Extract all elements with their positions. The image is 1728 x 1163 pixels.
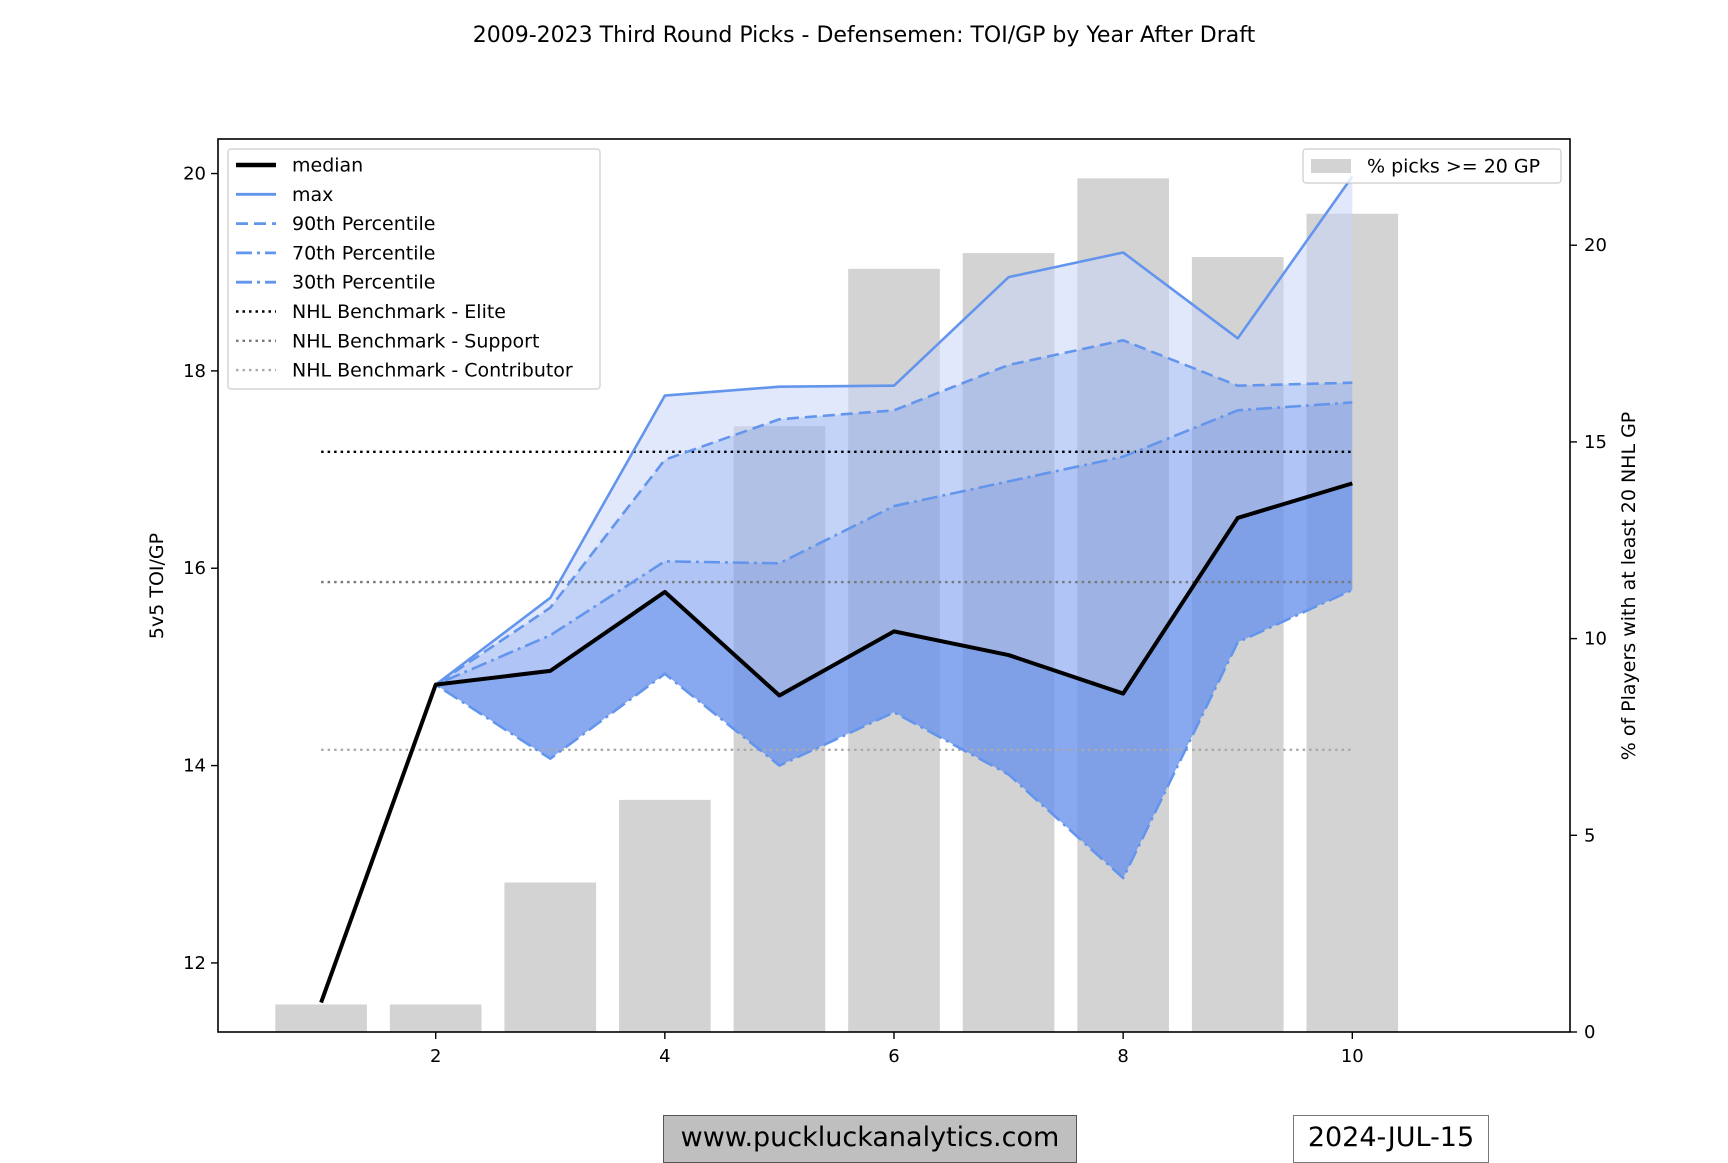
y2-axis-label: % of Players with at least 20 NHL GP [1618, 412, 1640, 761]
legend-label-bars: % picks >= 20 GP [1367, 156, 1540, 178]
x-tick-label: 2 [430, 1046, 441, 1067]
y2-tick-label: 20 [1584, 235, 1607, 256]
y-tick-label: 14 [183, 756, 206, 777]
website-label: www.puckluckanalytics.com [663, 1115, 1077, 1163]
y-axis-label: 5v5 TOI/GP [146, 533, 168, 639]
bar-year-1 [275, 1004, 367, 1032]
series-lines [319, 175, 1354, 1004]
bar-year-3 [504, 882, 597, 1032]
legend-lines: median max 90th Percentile 70th Percentile 3… [227, 148, 601, 390]
legend-label-30th-percentile: 30th Percentile [292, 272, 435, 294]
series-line-70th-percentile [319, 401, 1353, 1003]
y2-tick-label: 15 [1584, 432, 1607, 453]
band-90th-percentile-to-70th-percentile [321, 340, 1353, 1003]
y-tick-label: 20 [183, 164, 206, 185]
legend-lines-box [227, 148, 601, 390]
legend-label-nhl-benchmark-support: NHL Benchmark - Support [292, 330, 539, 352]
series-line-median [319, 481, 1353, 1004]
y-tick-label: 18 [183, 361, 206, 382]
y2-tick-label: 10 [1584, 629, 1607, 650]
series-line-90th-percentile [319, 338, 1353, 1003]
chart-title: 2009-2023 Third Round Picks - Defensemen… [473, 23, 1256, 48]
y-tick-label: 16 [183, 558, 206, 579]
legend-label-nhl-benchmark-elite: NHL Benchmark - Elite [292, 301, 506, 323]
axes: 2 4 6 8 10 12 14 16 18 20 0 5 10 15 20 [183, 164, 1607, 1067]
x-tick-label: 6 [888, 1046, 899, 1067]
legend-label-90th-percentile: 90th Percentile [292, 213, 435, 235]
x-tick-label: 10 [1341, 1046, 1364, 1067]
legend-label-max: max [292, 184, 333, 206]
series-line-30th-percentile [319, 588, 1353, 1003]
benchmark-lines [321, 450, 1353, 751]
legend-label-nhl-benchmark-contributor: NHL Benchmark - Contributor [292, 360, 573, 382]
legend-swatch-bars [1311, 159, 1351, 173]
date-label: 2024-JUL-15 [1293, 1115, 1489, 1163]
x-tick-label: 4 [659, 1046, 670, 1067]
y2-tick-label: 0 [1584, 1022, 1595, 1043]
legend-bars: % picks >= 20 GP [1302, 148, 1562, 184]
x-tick-label: 8 [1117, 1046, 1128, 1067]
y-tick-label: 12 [183, 953, 206, 974]
legend-label-70th-percentile: 70th Percentile [292, 242, 435, 264]
bar-year-4 [619, 799, 711, 1032]
series-line-max [319, 175, 1354, 1003]
band-70th-percentile-to-median [321, 402, 1353, 1003]
legend-label-median: median [292, 155, 363, 177]
legend-bars-box [1302, 148, 1562, 184]
bar-year-2 [389, 1004, 482, 1032]
y2-tick-label: 5 [1584, 825, 1595, 846]
